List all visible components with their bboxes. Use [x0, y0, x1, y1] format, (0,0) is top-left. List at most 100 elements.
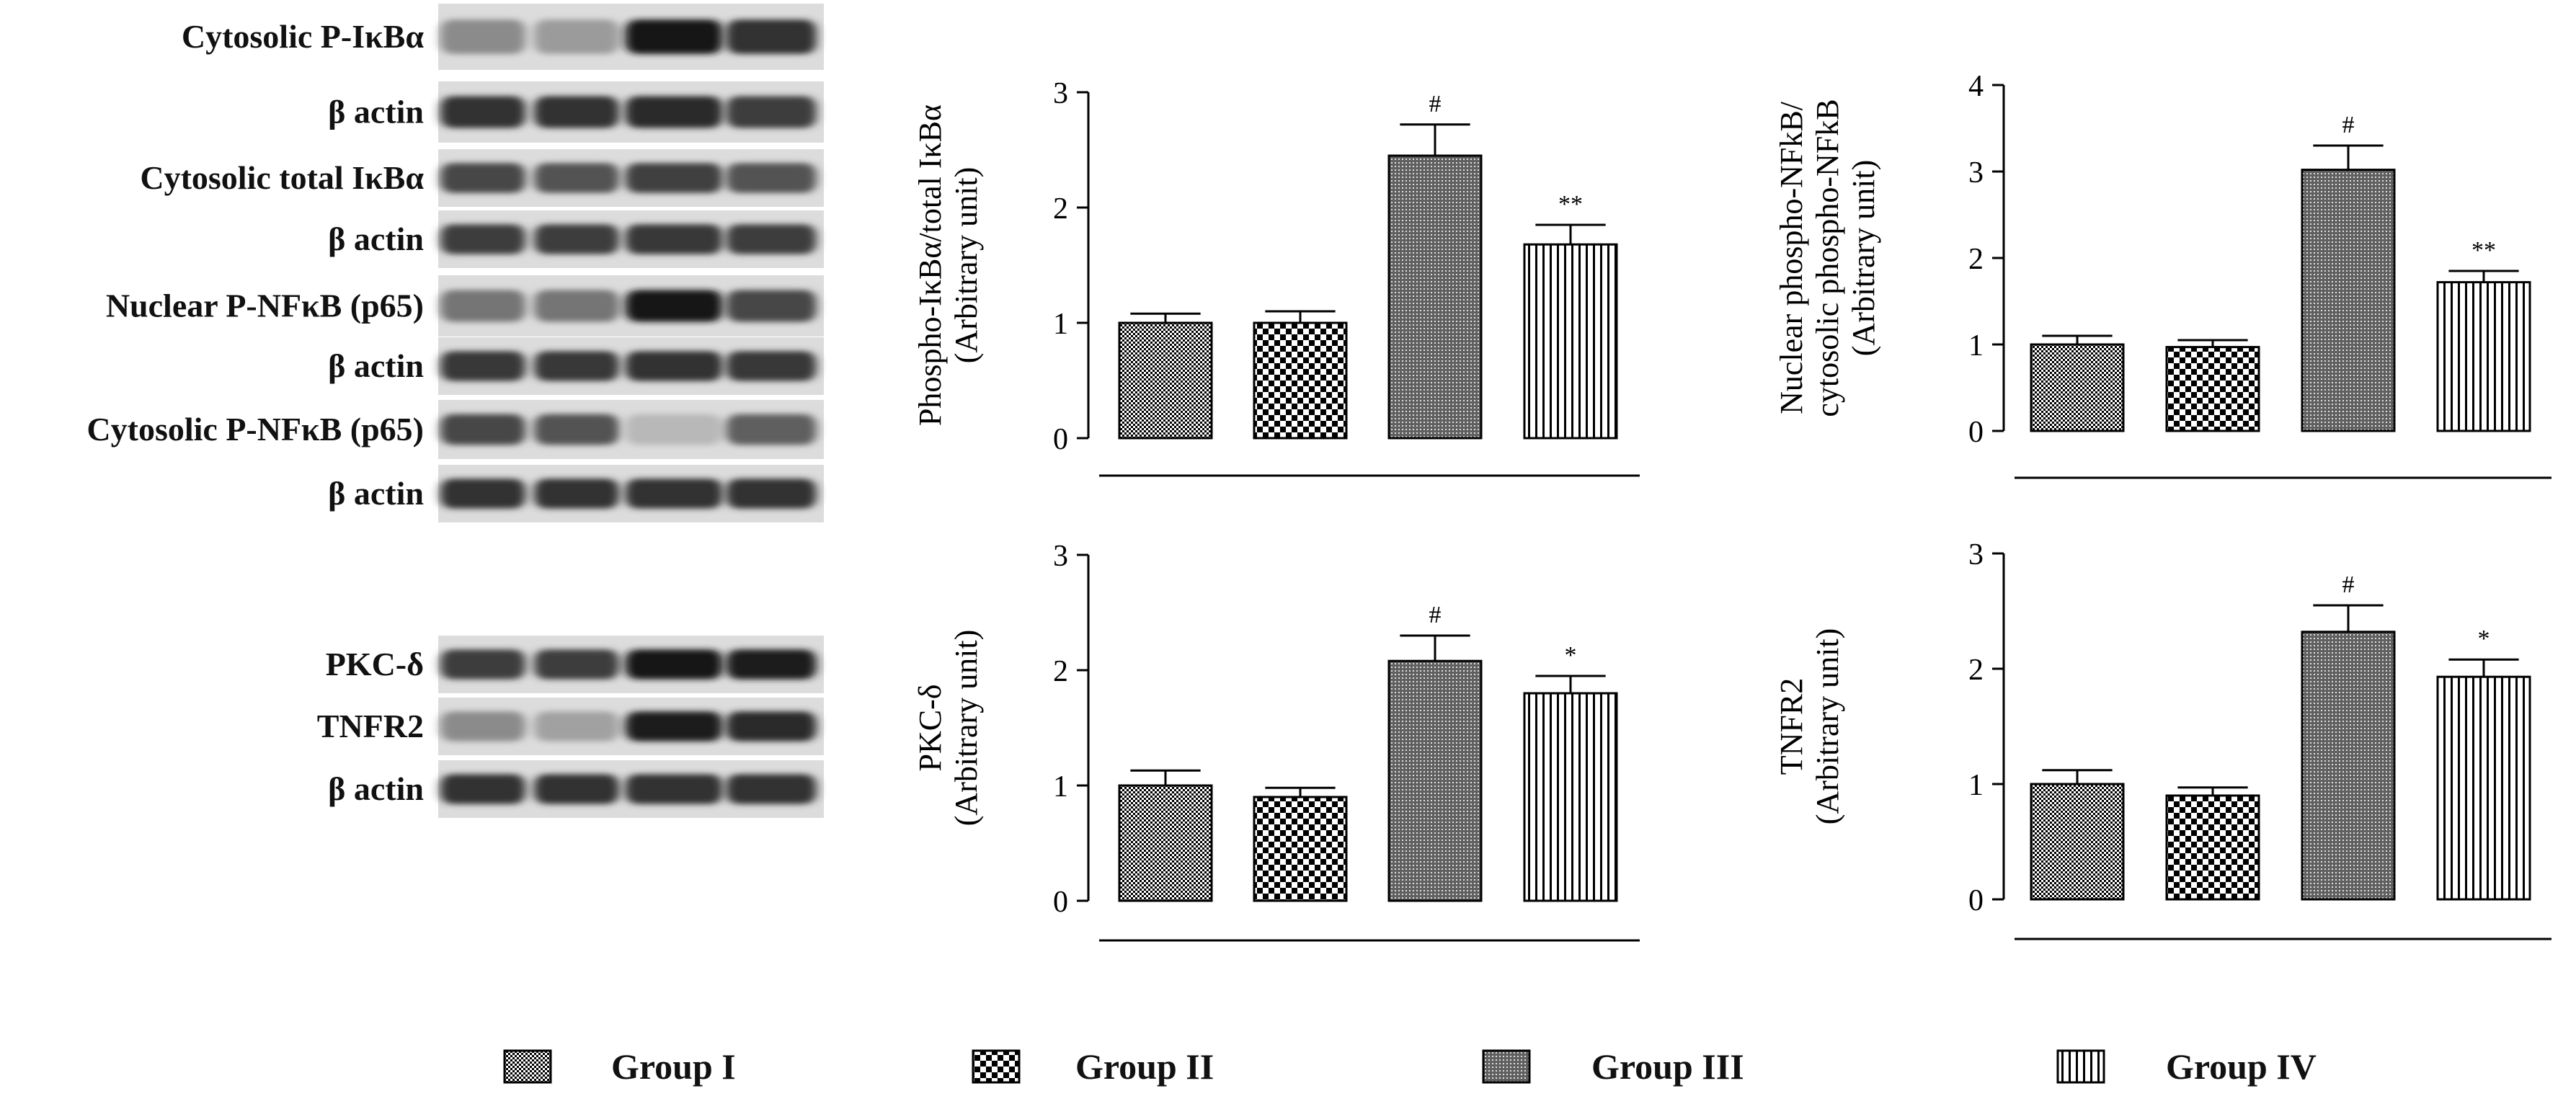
- bar-chart: 0 1 2 3 # * PKC-δ(Arbitrary unit): [912, 540, 1640, 942]
- blot-label: Nuclear P-NFκB (p65): [106, 288, 424, 324]
- y-tick-label: 2: [1053, 192, 1068, 226]
- bar: [2301, 169, 2396, 432]
- significance-marker: *: [1565, 642, 1577, 669]
- y-axis-title: Phospho-IκBα/total IκBα(Arbitrary unit): [912, 104, 984, 426]
- bar: [1523, 243, 1618, 440]
- blot-band: [534, 414, 619, 445]
- y-tick-label: 2: [1968, 243, 1984, 276]
- legend-swatch: [503, 1049, 552, 1084]
- blot-label: Cytosolic total IκBα: [140, 159, 424, 196]
- blot-band: [625, 414, 723, 445]
- blot-band: [440, 414, 525, 445]
- significance-marker: *: [2478, 626, 2490, 652]
- y-axis-title: TNFR2(Arbitrary unit): [1774, 628, 1845, 824]
- legend-swatch: [1482, 1049, 1531, 1084]
- y-tick-label: 0: [1968, 884, 1984, 917]
- y-tick-label: 0: [1968, 416, 1984, 449]
- y-tick-label: 3: [1968, 538, 1984, 571]
- bar-chart: 0 1 2 3 # * TNFR2(Arbitrary unit): [1774, 538, 2551, 940]
- y-tick-label: 3: [1053, 540, 1068, 573]
- blot-row: TNFR2: [317, 698, 824, 755]
- significance-marker: **: [1558, 191, 1583, 218]
- significance-marker: #: [1429, 91, 1442, 117]
- blot-band: [440, 711, 525, 742]
- blot-band: [534, 774, 619, 804]
- y-axis-title-line: Nuclear phospho-NFkB/: [1774, 101, 1809, 414]
- y-tick-label: 0: [1053, 423, 1068, 456]
- blot-band: [726, 224, 817, 254]
- y-axis-title-line: PKC-δ: [912, 685, 948, 772]
- blot-label: β actin: [328, 221, 424, 257]
- blot-row: β actin: [328, 337, 824, 395]
- bar: [2436, 281, 2531, 432]
- y-tick-label: 0: [1053, 886, 1068, 919]
- legend: Group I Group II Group III Group IV: [503, 1046, 2317, 1087]
- blot-band: [440, 774, 525, 804]
- blot-label: β actin: [328, 94, 424, 130]
- y-axis-title-line: (Arbitrary unit): [949, 167, 984, 363]
- blot-row: Nuclear P-NFκB (p65): [106, 275, 824, 337]
- blot-label: Cytosolic P-NFκB (p65): [86, 411, 424, 448]
- blot-band: [534, 351, 619, 381]
- y-tick-label: 1: [1968, 769, 1984, 802]
- blot-band: [534, 224, 619, 254]
- blot-band: [726, 711, 817, 742]
- significance-marker: **: [2471, 237, 2496, 264]
- y-axis-title: Nuclear phospho-NFkB/cytosolic phospho-N…: [1774, 99, 1881, 417]
- blot-band: [625, 224, 723, 254]
- legend-item: Group III: [1482, 1046, 1744, 1087]
- blot-band: [440, 649, 525, 680]
- blot-band: [726, 96, 817, 128]
- blot-row: β actin: [328, 210, 824, 268]
- bar: [1253, 321, 1348, 440]
- blot-band: [726, 163, 817, 193]
- y-tick-label: 3: [1968, 156, 1984, 190]
- legend-item: Group II: [972, 1046, 1214, 1087]
- legend-label: Group II: [1075, 1046, 1214, 1087]
- y-tick-label: 1: [1053, 770, 1068, 803]
- blot-band: [440, 19, 525, 54]
- blot-label: β actin: [328, 347, 424, 384]
- y-tick-label: 2: [1053, 655, 1068, 688]
- blot-band: [726, 478, 817, 509]
- legend-label: Group III: [1591, 1046, 1744, 1087]
- blot-band: [534, 19, 619, 54]
- y-axis-title: PKC-δ(Arbitrary unit): [912, 630, 984, 826]
- y-axis-title-line: (Arbitrary unit): [949, 630, 984, 826]
- bar-chart: 0 1 2 3 4 # ** Nuclear phospho-NFkB/cytosolic p…: [1774, 70, 2551, 479]
- bar: [1523, 692, 1618, 902]
- bar: [2030, 783, 2125, 901]
- blot-band: [625, 478, 723, 509]
- significance-marker: #: [1429, 602, 1442, 628]
- bar: [1118, 321, 1213, 440]
- blot-band: [625, 163, 723, 193]
- blot-band: [625, 774, 723, 804]
- blot-band: [726, 414, 817, 445]
- bar: [2165, 794, 2260, 901]
- bar: [2030, 343, 2125, 432]
- legend-label: Group IV: [2166, 1046, 2317, 1087]
- blot-row: Cytosolic total IκBα: [140, 149, 824, 207]
- blot-band: [625, 649, 723, 680]
- bar: [1253, 796, 1348, 902]
- western-blot-panel: Cytosolic P-IκBα β actin Cytosolic total I…: [86, 4, 824, 818]
- blot-band: [440, 351, 525, 381]
- blot-band: [625, 290, 723, 322]
- y-tick-label: 3: [1053, 77, 1068, 110]
- blot-band: [440, 163, 525, 193]
- blot-row: Cytosolic P-IκBα: [182, 4, 824, 70]
- y-axis-title-line: (Arbitrary unit): [1846, 160, 1881, 356]
- legend-swatch: [2056, 1049, 2105, 1084]
- bar: [2165, 346, 2260, 432]
- y-axis-title-line: Phospho-IκBα/total IκBα: [912, 104, 948, 426]
- blot-row: Cytosolic P-NFκB (p65): [86, 400, 824, 459]
- blot-band: [534, 96, 619, 128]
- blot-band: [726, 649, 817, 680]
- blot-band: [726, 774, 817, 804]
- blot-label: PKC-δ: [326, 646, 424, 682]
- blot-band: [625, 96, 723, 128]
- blot-band: [726, 351, 817, 381]
- blot-label: β actin: [328, 770, 424, 807]
